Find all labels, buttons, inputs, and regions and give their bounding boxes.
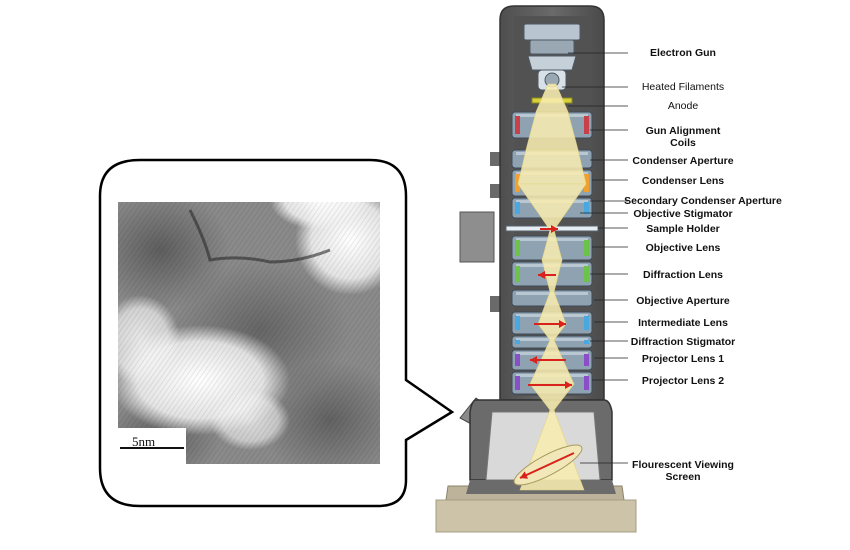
objective-lens-stack-coil-right: [584, 240, 589, 256]
beam-segment-2: [517, 149, 587, 185]
label-secondary-condenser-aperture: Secondary Condenser Aperture: [624, 195, 782, 207]
projector-lens-1-stack-coil-right: [584, 354, 589, 366]
intermediate-lens-stack-coil-right: [584, 316, 589, 330]
intermediate-arrow: [534, 320, 566, 328]
label-sample-holder: Sample Holder: [646, 223, 720, 235]
label-objective-aperture: Objective Aperture: [636, 295, 730, 307]
screen-arrow-shaft: [519, 452, 575, 479]
diffraction-lens-stack-coil-left: [515, 266, 520, 282]
condenser-lens-stack-coil-right: [584, 174, 589, 192]
sample-arrow: [540, 225, 558, 233]
projector-1-arrow: [530, 356, 566, 364]
secondary-condenser-stack-coil-right: [584, 202, 589, 214]
label-heated-filaments: Heated Filaments: [641, 81, 725, 93]
label-objective-stigmator: Objective Stigmator: [633, 208, 733, 220]
objective-lens-stack-coil-left: [515, 240, 520, 256]
label-condenser-aperture: Condenser Aperture: [632, 155, 734, 167]
diffraction-lens-stack-coil-right: [584, 266, 589, 282]
screen-arrow: [519, 452, 575, 479]
projector-lens-2-stack-coil-right: [584, 376, 589, 390]
scale-bar-label: 5nm: [132, 434, 156, 449]
diffraction-stigmator-stack-coil-right: [584, 340, 589, 344]
projector-lens-1-stack-coil-left: [515, 354, 520, 366]
label-diffraction-lens: Diffraction Lens: [643, 269, 723, 281]
label-anode: Anode: [667, 100, 699, 112]
diffraction-arrow-head: [538, 271, 545, 279]
intermediate-lens-stack-coil-left: [515, 316, 520, 330]
projector-2-arrow: [528, 381, 572, 389]
label-objective-lens: Objective Lens: [645, 242, 721, 254]
intermediate-arrow-head: [559, 320, 566, 328]
projector-2-arrow-head: [565, 381, 572, 389]
label-diffraction-stigmator: Diffraction Stigmator: [630, 336, 736, 348]
sample-arrow-head: [551, 225, 558, 233]
scale-bar-box: [118, 428, 186, 464]
label-intermediate-lens: Intermediate Lens: [638, 317, 728, 329]
label-gun-alignment-coils: Gun Alignment Coils: [645, 125, 721, 149]
projector-1-arrow-head: [530, 356, 537, 364]
diffraction-stigmator-stack-coil-left: [515, 340, 520, 344]
gun-alignment-coil-stack-coil-right: [584, 116, 589, 134]
projector-lens-2-stack-coil-left: [515, 376, 520, 390]
label-projector-lens-2: Projector Lens 2: [641, 375, 725, 387]
label-flourescent-viewing-screen: Flourescent Viewing Screen: [632, 459, 734, 483]
label-condenser-lens: Condenser Lens: [641, 175, 725, 187]
screen-arrow-head: [520, 471, 529, 479]
gun-alignment-coil-stack-coil-left: [515, 116, 520, 134]
secondary-condenser-stack-coil-left: [515, 202, 520, 214]
label-projector-lens-1: Projector Lens 1: [641, 353, 725, 365]
label-electron-gun: Electron Gun: [650, 47, 716, 59]
condenser-lens-stack-coil-left: [515, 174, 520, 192]
diffraction-arrow: [538, 271, 556, 279]
tem-micrograph: [118, 202, 380, 464]
